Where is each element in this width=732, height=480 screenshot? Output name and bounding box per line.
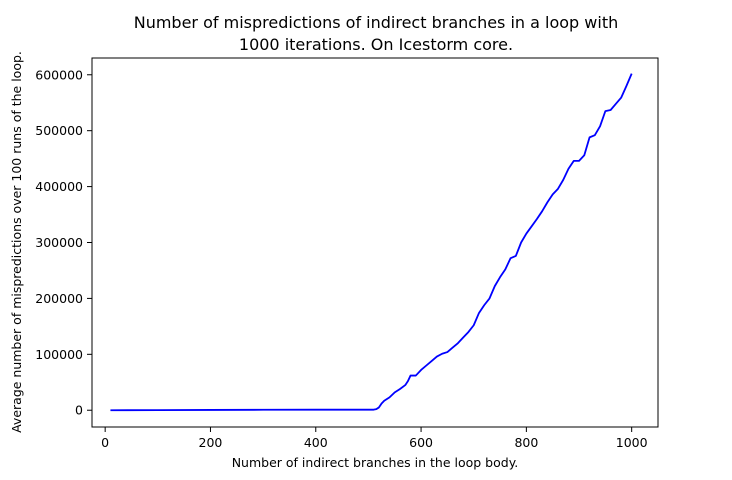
y-axis-label: Average number of mispredictions over 10… <box>9 51 24 433</box>
x-tick-label: 800 <box>514 435 538 450</box>
x-tick-label: 0 <box>101 435 109 450</box>
plot-frame <box>91 57 659 428</box>
y-tick-label: 200000 <box>35 291 83 306</box>
x-axis-ticks: 0 200 400 600 800 1000 <box>101 427 648 450</box>
x-tick-label: 1000 <box>616 435 648 450</box>
chart-title-line-2: 1000 iterations. On Icestorm core. <box>239 35 513 54</box>
y-tick-label: 400000 <box>35 179 83 194</box>
x-tick-label: 600 <box>409 435 433 450</box>
x-tick-label: 200 <box>199 435 223 450</box>
x-tick-label: 400 <box>304 435 328 450</box>
y-tick-label: 600000 <box>35 67 83 82</box>
y-tick-label: 0 <box>75 403 83 418</box>
y-tick-label: 300000 <box>35 235 83 250</box>
y-tick-label: 500000 <box>35 123 83 138</box>
x-axis-label: Number of indirect branches in the loop … <box>232 455 519 470</box>
chart-title-line-1: Number of mispredictions of indirect bra… <box>134 13 619 32</box>
y-tick-label: 100000 <box>35 347 83 362</box>
series-line <box>110 73 633 412</box>
y-axis-ticks: 0 100000 200000 300000 400000 500000 600000 <box>35 67 92 418</box>
